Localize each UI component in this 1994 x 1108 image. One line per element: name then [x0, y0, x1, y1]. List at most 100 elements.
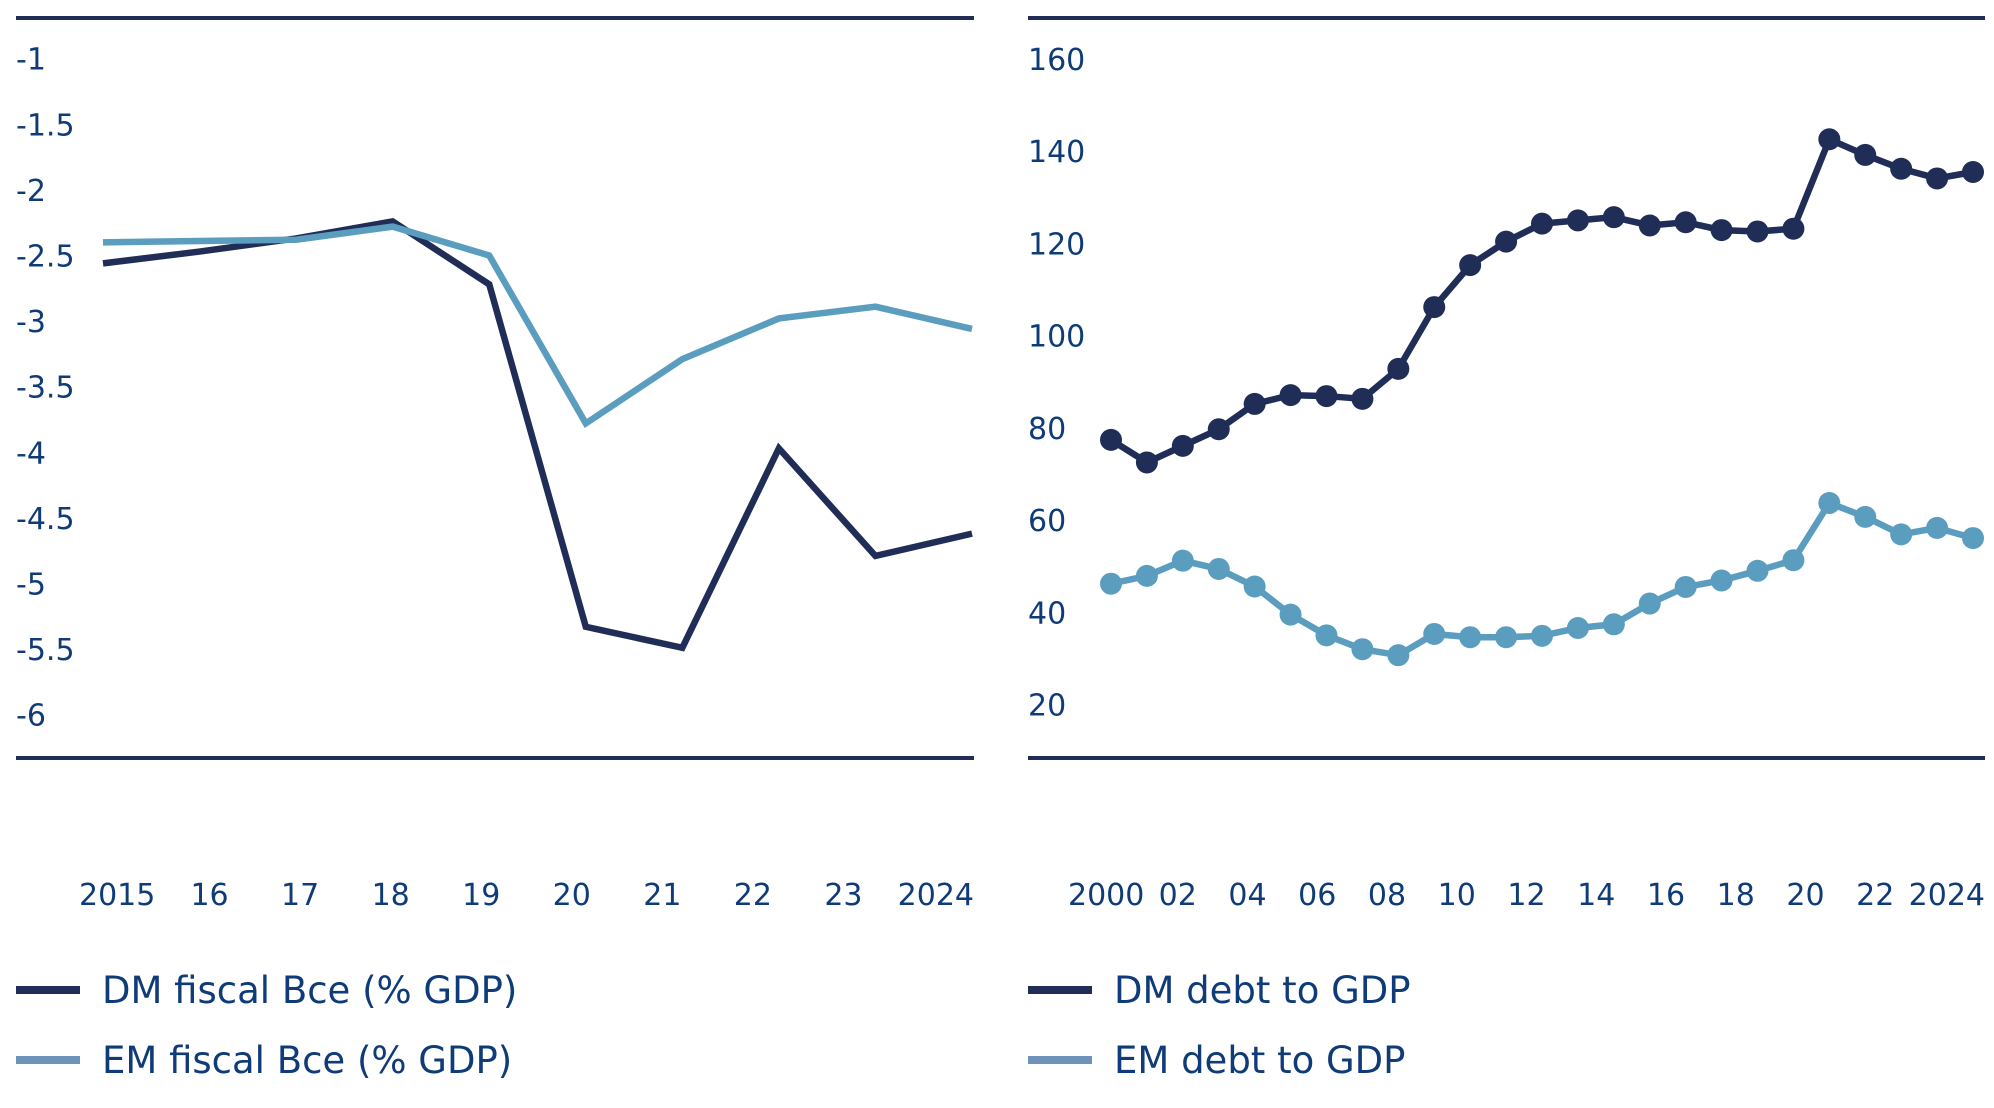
series-line-dm — [1109, 134, 1974, 467]
series-line-em — [102, 223, 973, 429]
data-point-dm — [1135, 451, 1158, 474]
y-tick-label: 120 — [1028, 227, 1085, 262]
data-point-dm — [1710, 219, 1733, 242]
x-tick-label: 14 — [1577, 878, 1615, 913]
data-point-em — [1674, 575, 1697, 598]
y-tick-label: 80 — [1028, 412, 1066, 447]
y-tick-label: -1 — [16, 43, 46, 78]
y-tick-label: -4.5 — [16, 502, 75, 537]
legend-label: EM debt to GDP — [1114, 1039, 1405, 1082]
data-point-em — [1243, 575, 1266, 598]
y-tick-label: 40 — [1028, 596, 1066, 631]
data-point-dm — [1100, 428, 1122, 451]
x-tick-label: 2024 — [898, 878, 974, 913]
data-point-em — [1818, 492, 1841, 515]
data-point-dm — [1423, 296, 1446, 319]
y-tick-label: -5.5 — [16, 633, 75, 668]
data-point-em — [1962, 527, 1984, 550]
data-point-em — [1423, 622, 1446, 645]
x-tick-label: 19 — [462, 878, 500, 913]
x-tick-label: 20 — [553, 878, 591, 913]
x-tick-label: 02 — [1159, 878, 1197, 913]
data-point-em — [1710, 569, 1733, 592]
data-point-dm — [1782, 217, 1805, 240]
y-tick-label: 140 — [1028, 135, 1085, 170]
data-point-em — [1926, 516, 1949, 539]
data-point-em — [1135, 564, 1158, 587]
data-point-dm — [1566, 209, 1589, 232]
x-tick-label: 22 — [1856, 878, 1894, 913]
data-point-dm — [1315, 385, 1338, 408]
x-tick-label: 18 — [372, 878, 410, 913]
data-point-dm — [1854, 143, 1877, 166]
y-tick-label: 20 — [1028, 689, 1066, 724]
x-tick-label: 2024 — [1909, 878, 1985, 913]
data-point-em — [1602, 613, 1625, 636]
x-tick-label: 06 — [1298, 878, 1336, 913]
y-tick-label: 100 — [1028, 320, 1085, 355]
x-tick-label: 04 — [1228, 878, 1266, 913]
data-point-em — [1890, 523, 1913, 546]
y-tick-label: -5 — [16, 567, 46, 602]
data-point-em — [1638, 592, 1661, 615]
data-point-dm — [1638, 214, 1661, 237]
data-point-dm — [1387, 357, 1410, 380]
x-tick-label: 20 — [1786, 878, 1824, 913]
data-point-dm — [1531, 212, 1553, 235]
y-tick-label: -2.5 — [16, 239, 75, 274]
data-point-dm — [1818, 128, 1841, 151]
x-tick-label: 21 — [643, 878, 681, 913]
data-point-em — [1100, 572, 1122, 595]
data-point-em — [1207, 557, 1230, 580]
x-tick-label: 18 — [1717, 878, 1755, 913]
legend-label: EM fiscal Bce (% GDP) — [102, 1039, 512, 1082]
data-point-em — [1746, 559, 1769, 582]
series-line-dm — [102, 217, 973, 652]
x-tick-label: 16 — [190, 878, 228, 913]
data-point-dm — [1890, 157, 1913, 180]
data-point-em — [1531, 624, 1553, 647]
data-point-dm — [1459, 254, 1482, 277]
data-point-dm — [1602, 206, 1625, 229]
data-point-em — [1566, 616, 1589, 639]
data-point-em — [1315, 624, 1338, 647]
data-point-em — [1279, 603, 1302, 626]
x-tick-label: 08 — [1368, 878, 1406, 913]
x-tick-label: 23 — [824, 878, 862, 913]
legend-label: DM fiscal Bce (% GDP) — [102, 969, 517, 1012]
y-tick-label: -4 — [16, 436, 46, 471]
data-point-em — [1854, 505, 1877, 528]
y-tick-label: 160 — [1028, 43, 1085, 78]
data-point-em — [1171, 549, 1194, 572]
data-point-em — [1351, 638, 1374, 661]
data-point-em — [1495, 626, 1518, 649]
y-tick-label: -3.5 — [16, 371, 75, 406]
data-point-em — [1387, 644, 1410, 667]
y-tick-label: 60 — [1028, 504, 1066, 539]
data-point-dm — [1746, 220, 1769, 243]
x-tick-label: 2000 — [1068, 878, 1144, 913]
y-tick-label: -1.5 — [16, 108, 75, 143]
data-point-dm — [1351, 387, 1374, 410]
x-tick-label: 17 — [281, 878, 319, 913]
x-tick-label: 22 — [734, 878, 772, 913]
data-point-dm — [1207, 418, 1230, 441]
fiscal-balance-chart: -1 -1.5 -2 -2.5 -3 -3.5 -4 -4.5 -5 -5.5 -6 2015 16 17… — [16, 16, 974, 1082]
data-point-dm — [1171, 434, 1194, 457]
x-tick-label: 2015 — [79, 878, 155, 913]
data-point-em — [1782, 549, 1805, 572]
data-point-dm — [1674, 211, 1697, 234]
legend-label: DM debt to GDP — [1114, 969, 1411, 1012]
data-point-dm — [1243, 392, 1266, 415]
y-tick-label: -2 — [16, 174, 46, 209]
x-tick-label: 10 — [1438, 878, 1476, 913]
y-tick-label: -3 — [16, 305, 46, 340]
data-point-dm — [1962, 160, 1984, 183]
data-point-em — [1459, 626, 1482, 649]
data-point-dm — [1495, 230, 1518, 253]
data-point-dm — [1926, 167, 1949, 190]
x-tick-label: 16 — [1647, 878, 1685, 913]
debt-to-gdp-chart: 160 140 120 100 80 60 40 20 2000 02 04 06 08 10 12 14 16… — [1028, 16, 1985, 1082]
data-point-dm — [1279, 384, 1302, 407]
